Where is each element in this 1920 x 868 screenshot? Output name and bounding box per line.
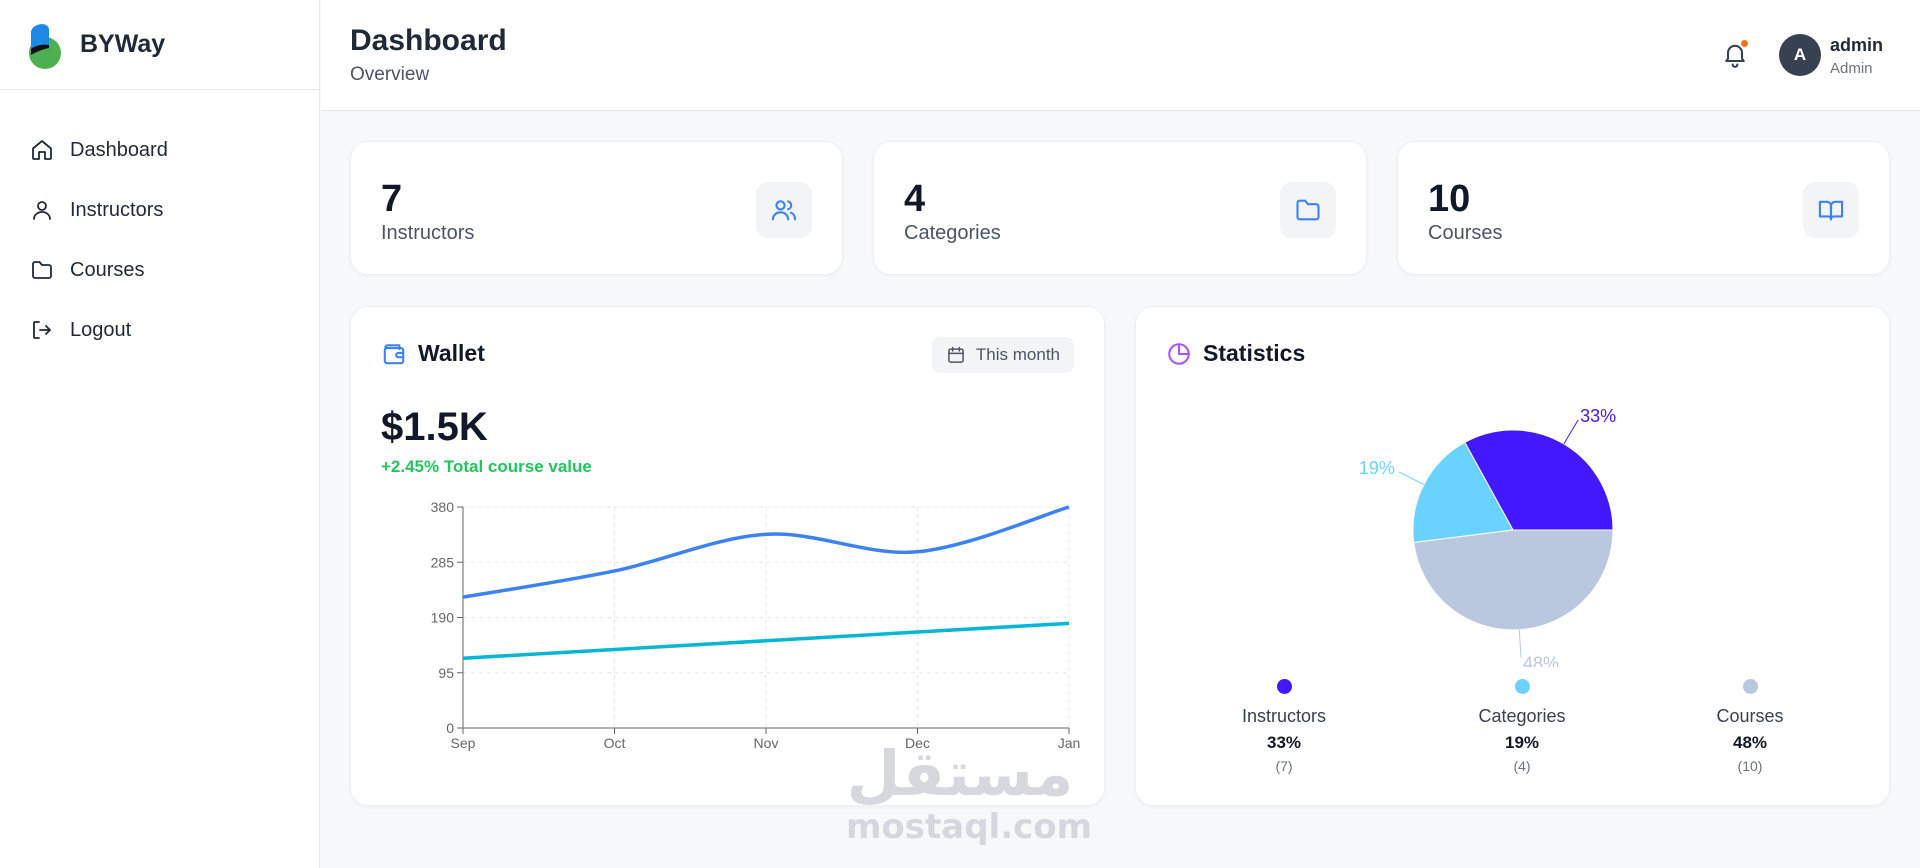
legend-label: Courses [1716, 706, 1784, 726]
brand[interactable]: BYWay [0, 0, 319, 90]
y-tick-label: 190 [431, 610, 455, 626]
pie-label-leader [1563, 419, 1579, 445]
stat-icon-box [1280, 182, 1336, 238]
user-name[interactable]: admin [1830, 35, 1884, 55]
legend-item-courses: Courses 48% (10) [1650, 679, 1850, 774]
wallet-line-chart: 0 95 190 285 380 Sep Oct Nov Dec Jan [431, 499, 1081, 751]
y-tick-label: 285 [431, 554, 455, 570]
series-line-2 [462, 621, 1070, 660]
wallet-icon [383, 343, 405, 364]
legend-item-instructors: Instructors 33% (7) [1184, 679, 1384, 774]
x-tick-label: Jan [1058, 735, 1081, 751]
statistics-title: Statistics [1203, 340, 1306, 366]
pie-label-categories: 19% [1359, 458, 1395, 478]
stat-value: 7 [381, 178, 403, 220]
wallet-header: Wallet [381, 340, 485, 367]
sidebar-item-instructors[interactable]: Instructors [0, 180, 319, 240]
logout-icon [33, 321, 51, 339]
pie-slice-instructors [1464, 429, 1614, 531]
calendar-icon [948, 346, 964, 363]
legend-dot [1742, 679, 1758, 694]
brand-logo [28, 19, 62, 71]
stat-label: Categories [904, 222, 1001, 244]
brand-name: BYWay [80, 30, 166, 58]
stat-card-instructors[interactable]: 7 Instructors [350, 141, 843, 275]
x-tick-label: Dec [905, 735, 930, 751]
stat-icon-box [756, 182, 812, 238]
legend-count: (7) [1275, 758, 1293, 774]
x-tick-label: Nov [754, 735, 779, 751]
wallet-amount: $1.5K [381, 405, 488, 449]
sidebar-item-label: Dashboard [70, 138, 168, 161]
sidebar-item-dashboard[interactable]: Dashboard [0, 120, 319, 180]
watermark: مستقل mostaql.com [846, 737, 1093, 847]
series-line-1 [462, 505, 1070, 599]
pie-chart-icon [1168, 342, 1190, 365]
page-title: Dashboard [350, 24, 507, 57]
stat-label: Courses [1428, 222, 1503, 244]
statistics-pie-chart: 33% 19% 48% [1359, 406, 1616, 667]
top-header: Dashboard Overview A admin Admin [321, 0, 1920, 111]
y-tick-label: 95 [438, 665, 454, 681]
x-tick-label: Sep [451, 735, 476, 751]
stat-label: Instructors [381, 222, 475, 244]
stat-card-categories[interactable]: 4 Categories [873, 141, 1367, 275]
x-tick-label: Oct [604, 735, 626, 751]
legend-label: Categories [1478, 706, 1566, 726]
stat-value: 10 [1428, 178, 1471, 220]
pie-slice-categories [1412, 441, 1514, 544]
y-tick-label: 0 [446, 720, 454, 736]
legend-dot [1514, 679, 1530, 694]
pie-label-leader [1518, 629, 1522, 658]
notification-badge [1740, 39, 1749, 48]
watermark-arabic: مستقل [846, 737, 1074, 810]
stat-card-courses[interactable]: 10 Courses [1397, 141, 1890, 275]
stat-value: 4 [904, 178, 926, 220]
legend-percent: 19% [1504, 733, 1540, 752]
notifications-button[interactable] [1721, 39, 1749, 68]
wallet-change: +2.45% Total course value [381, 457, 592, 476]
legend-percent: 33% [1266, 733, 1302, 752]
statistics-card: Statistics 33% 19% 48% Instructors 33% (7)… [1135, 306, 1890, 806]
pie-label-instructors: 33% [1580, 406, 1616, 426]
watermark-latin: mostaql.com [846, 807, 1093, 847]
bell-icon [1725, 44, 1745, 68]
avatar[interactable]: A [1779, 34, 1821, 76]
sidebar-item-label: Courses [70, 258, 145, 281]
user-role: Admin [1830, 60, 1873, 77]
sidebar-item-logout[interactable]: Logout [0, 300, 319, 360]
legend-percent: 48% [1732, 733, 1768, 752]
folder-icon [32, 261, 52, 279]
book-open-icon [1818, 200, 1844, 221]
legend-count: (4) [1513, 758, 1531, 774]
legend-count: (10) [1737, 758, 1763, 774]
sidebar: BYWay Dashboard Instructors Courses Logo… [0, 0, 320, 868]
sidebar-item-courses[interactable]: Courses [0, 240, 319, 300]
pie-label-courses: 48% [1523, 654, 1559, 667]
legend-label: Instructors [1241, 706, 1327, 726]
legend-item-categories: Categories 19% (4) [1422, 679, 1622, 774]
wallet-card: Wallet This month $1.5K +2.45% Total cou… [350, 306, 1105, 806]
folder-icon [1296, 199, 1320, 221]
user-icon [33, 201, 51, 220]
statistics-header: Statistics [1166, 340, 1305, 367]
sidebar-item-label: Instructors [70, 198, 164, 221]
sidebar-nav: Dashboard Instructors Courses Logout [0, 90, 319, 360]
y-tick-label: 380 [431, 499, 455, 515]
legend-dot [1276, 679, 1292, 694]
period-label: This month [975, 345, 1060, 364]
sidebar-item-label: Logout [70, 318, 132, 341]
period-select[interactable]: This month [931, 337, 1074, 373]
pie-slice-courses [1413, 529, 1614, 631]
wallet-title: Wallet [418, 340, 485, 366]
pie-label-leader [1398, 471, 1425, 486]
home-icon [32, 140, 52, 160]
users-icon [771, 200, 797, 221]
stat-icon-box [1803, 182, 1859, 238]
page-subtitle: Overview [350, 64, 430, 85]
